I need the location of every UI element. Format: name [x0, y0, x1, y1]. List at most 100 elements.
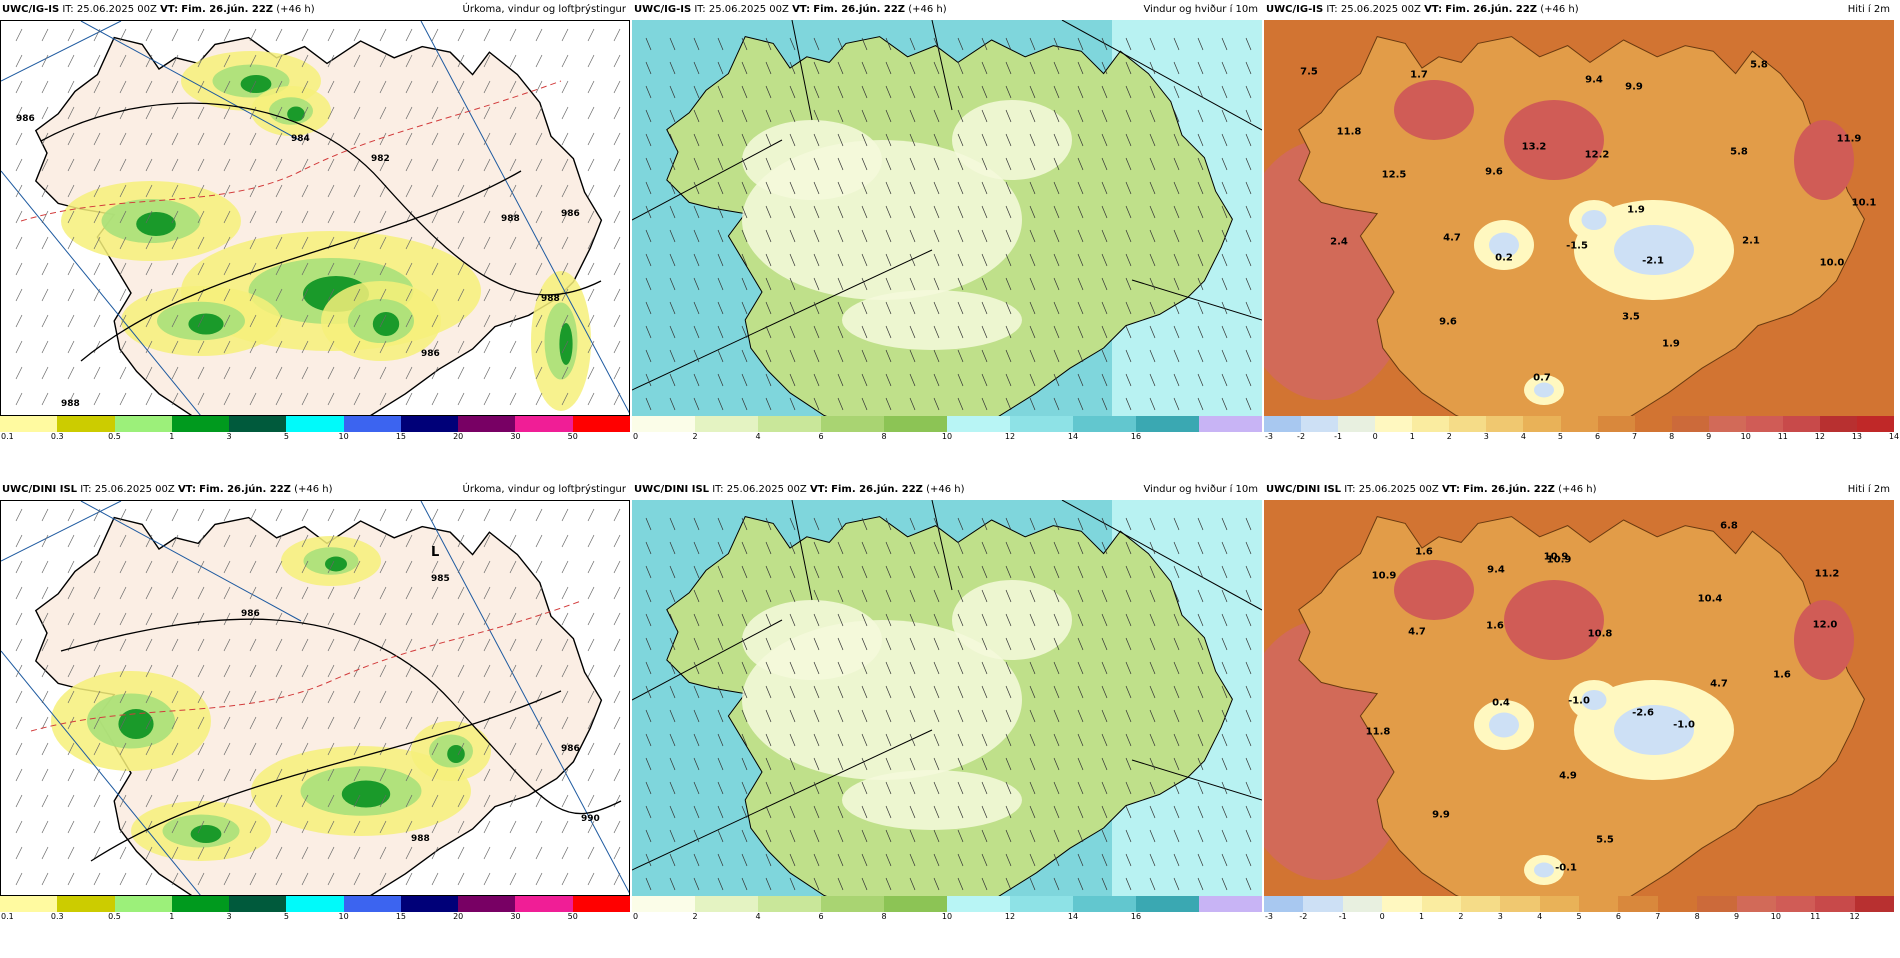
wind-barb [587, 80, 595, 94]
wind-barb [561, 716, 569, 730]
wind-barb [171, 664, 179, 678]
wind-arrow [1029, 613, 1036, 627]
wind-barb [431, 768, 439, 782]
wind-arrow [957, 349, 964, 363]
wind-arrow [1053, 565, 1060, 579]
wind-barb [223, 508, 231, 522]
glacier-area [1614, 225, 1694, 275]
wind-arrow [1173, 109, 1180, 123]
wind-arrow [1053, 133, 1060, 147]
wind-arrow [1029, 541, 1036, 555]
wind-arrow [693, 517, 700, 531]
wind-barb [15, 314, 23, 328]
wind-arrow [765, 733, 772, 747]
wind-arrow [813, 661, 820, 675]
colorbar-tick-label: 12 [1849, 912, 1860, 921]
wind-arrow [1173, 709, 1180, 723]
wind-arrow [1005, 181, 1012, 195]
wind-barb [535, 534, 543, 548]
temperature-value-label: 5.8 [1730, 146, 1748, 158]
wind-arrow [1149, 685, 1156, 699]
lat-lon-gridline [632, 249, 933, 391]
wind-arrow [1245, 661, 1252, 675]
wind-arrow [693, 637, 700, 651]
wind-arrow [1029, 157, 1036, 171]
wind-arrow [1221, 685, 1228, 699]
colorbar-swatch [400, 896, 459, 912]
wind-barb [145, 638, 153, 652]
wind-barb [93, 236, 101, 250]
wind-arrow [837, 229, 844, 243]
wind-barb [15, 54, 23, 68]
lat-lon-gridline [632, 139, 783, 221]
wind-arrow [909, 205, 916, 219]
wind-arrow [1053, 109, 1060, 123]
wind-arrow [1173, 829, 1180, 843]
wind-barb [249, 392, 257, 406]
wind-barb [327, 768, 335, 782]
wind-barb [119, 392, 127, 406]
wind-arrow [861, 613, 868, 627]
wind-arrow [645, 373, 652, 387]
wind-arrow [813, 325, 820, 339]
wind-arrow [837, 301, 844, 315]
wind-arrow [1245, 637, 1252, 651]
wind-arrow [1245, 109, 1252, 123]
wind-arrow [981, 349, 988, 363]
wind-arrow [1173, 133, 1180, 147]
wind-barb [67, 184, 75, 198]
wind-arrow [1029, 757, 1036, 771]
wind-barb [67, 340, 75, 354]
wind-barb [93, 158, 101, 172]
wind-barb [223, 586, 231, 600]
wind-arrow [1077, 373, 1084, 387]
lat-lon-gridline [1, 650, 201, 895]
wind-arrow [669, 157, 676, 171]
colorbar-tick-label: 12 [1004, 432, 1016, 441]
wind-arrow [669, 877, 676, 891]
wind-arrow [693, 61, 700, 75]
wind-barb [535, 872, 543, 886]
wind-arrow [1197, 565, 1204, 579]
wind-arrow [1149, 157, 1156, 171]
colorbar-tick-label: 8 [1694, 912, 1700, 921]
wind-arrow [909, 349, 916, 363]
wind-barb [275, 872, 283, 886]
wind-barb [535, 820, 543, 834]
wind-arrow [789, 781, 796, 795]
wind-arrow [933, 349, 940, 363]
colorbar-swatch [1264, 416, 1302, 432]
colorbar-tick-label: 20 [453, 432, 464, 441]
wind-arrow [789, 589, 796, 603]
colorbar-swatch [821, 416, 884, 432]
temp-map: 7.5 1.7 9.4 5.8 9.9 11.8 13.2 12.2 5.8 11.9 12.5 9.… [1264, 20, 1894, 416]
wind-arrow [693, 133, 700, 147]
wind-barb [93, 716, 101, 730]
wind-barb [145, 366, 153, 380]
wind-barb [405, 820, 413, 834]
isobar-label: 986 [16, 114, 35, 124]
wind-barb [197, 742, 205, 756]
wind-arrow [933, 661, 940, 675]
wind-arrow [1173, 805, 1180, 819]
isobar [90, 690, 562, 862]
precip-area [325, 556, 347, 572]
wind-barb [587, 560, 595, 574]
wind-arrow [1197, 829, 1204, 843]
wind-barb [145, 560, 153, 574]
colorbar-tick-label: 10 [338, 912, 349, 921]
wind-arrow [1077, 685, 1084, 699]
wind-barb [41, 794, 49, 808]
wind-barb [275, 690, 283, 704]
wind-arrow [933, 157, 940, 171]
wind-arrow [1053, 541, 1060, 555]
wind-arrow [1053, 325, 1060, 339]
wind-barb [67, 560, 75, 574]
wind-arrow [1053, 373, 1060, 387]
wind-arrow [1197, 37, 1204, 51]
wind-barb [535, 262, 543, 276]
wind-arrow [765, 349, 772, 363]
wind-barb [41, 54, 49, 68]
wind-barb [145, 794, 153, 808]
wind-barb [483, 638, 491, 652]
